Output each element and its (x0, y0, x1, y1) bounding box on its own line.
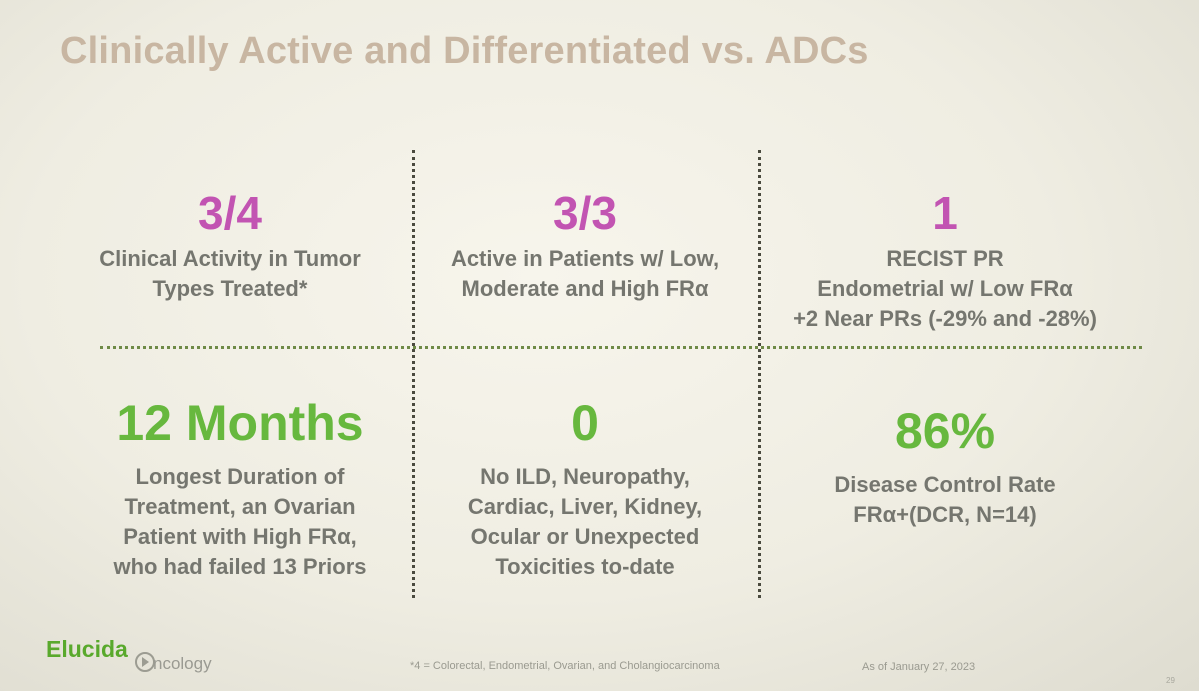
stat-disease-control: 86% Disease Control Rate FRα+(DCR, N=14) (765, 406, 1125, 530)
stat-description: Active in Patients w/ Low, Moderate and … (450, 246, 720, 301)
page-number: 29 (1166, 676, 1175, 685)
company-logo: Elucida (46, 636, 128, 662)
play-circle-icon (135, 652, 155, 672)
slide-title: Clinically Active and Differentiated vs.… (60, 30, 869, 72)
company-logo-subtitle: ncology (153, 654, 212, 673)
stat-description: Longest Duration of Treatment, an Ovaria… (113, 464, 367, 579)
as-of-date: As of January 27, 2023 (862, 661, 976, 673)
stat-value: 12 Months (116, 395, 364, 451)
stat-recist-pr: 1 RECIST PR Endometrial w/ Low FRα +2 Ne… (765, 190, 1125, 334)
stat-duration: 12 Months Longest Duration of Treatment,… (70, 398, 410, 582)
stat-value: 0 (571, 395, 599, 451)
horizontal-divider (100, 346, 1142, 349)
vertical-divider-left (412, 150, 415, 598)
stat-tumor-types: 3/4 Clinical Activity in Tumor Types Tre… (70, 190, 390, 304)
footnote: *4 = Colorectal, Endometrial, Ovarian, a… (410, 660, 720, 672)
stat-toxicities: 0 No ILD, Neuropathy, Cardiac, Liver, Ki… (420, 398, 750, 582)
stat-fra-levels: 3/3 Active in Patients w/ Low, Moderate … (420, 190, 750, 304)
stat-value: 3/4 (198, 187, 262, 239)
stat-value: 86% (894, 403, 996, 459)
stat-description: RECIST PR Endometrial w/ Low FRα +2 Near… (793, 246, 1097, 331)
vertical-divider-right (758, 150, 761, 598)
stat-description: Clinical Activity in Tumor Types Treated… (99, 246, 361, 301)
stat-description: No ILD, Neuropathy, Cardiac, Liver, Kidn… (467, 464, 703, 579)
stat-value: 3/3 (553, 187, 617, 239)
stat-description: Disease Control Rate FRα+(DCR, N=14) (834, 472, 1056, 527)
stat-value: 1 (932, 187, 958, 239)
